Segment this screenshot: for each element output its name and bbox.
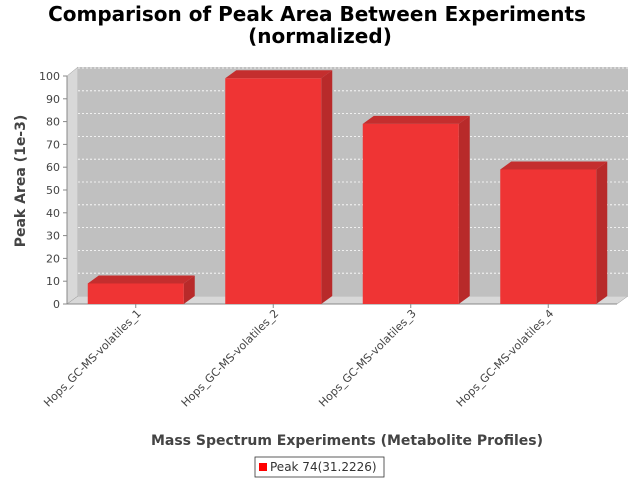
bar-side: [321, 70, 333, 304]
bar-2: [225, 70, 333, 304]
bar-top: [362, 115, 470, 124]
y-axis-ticks: 0 10 20 30 40 50 60 70 80 90 100: [39, 70, 67, 311]
bar-3: [362, 115, 470, 304]
y-tick-label: 100: [39, 70, 60, 83]
y-tick-label: 10: [46, 275, 60, 288]
bars: [87, 70, 608, 304]
x-tick-label: Hops_GC-MS-volatiles_3: [316, 307, 419, 410]
x-tick-label: Hops_GC-MS-volatiles_2: [179, 307, 282, 410]
legend-label: Peak 74(31.2226): [270, 460, 377, 474]
y-tick-label: 70: [46, 138, 60, 151]
bar-top: [87, 275, 195, 284]
bar-side: [458, 115, 470, 304]
bar-front: [500, 169, 597, 304]
legend-swatch: [259, 463, 267, 471]
x-tick-label: Hops_GC-MS-volatiles_1: [41, 307, 144, 410]
x-tick-label: Hops_GC-MS-volatiles_4: [454, 307, 557, 410]
chart-title-line-2: (normalized): [248, 24, 392, 48]
bar-top: [225, 70, 333, 79]
legend: Peak 74(31.2226): [254, 456, 385, 478]
x-axis-ticks: Hops_GC-MS-volatiles_1 Hops_GC-MS-volatil…: [41, 304, 556, 409]
y-tick-label: 60: [46, 161, 60, 174]
legend-box: [254, 456, 385, 478]
y-tick-label: 0: [53, 298, 60, 311]
bar-4: [500, 161, 608, 304]
y-axis-label: Peak Area (1e-3): [13, 115, 29, 248]
bar-1: [87, 275, 195, 304]
bar-side: [183, 275, 195, 304]
bar-top: [500, 161, 608, 170]
chart-title-line-1: Comparison of Peak Area Between Experime…: [48, 2, 586, 26]
bar-front: [87, 283, 184, 304]
plot-side-wall: [66, 66, 79, 305]
y-tick-label: 90: [46, 93, 60, 106]
x-axis-label: Mass Spectrum Experiments (Metabolite Pr…: [151, 433, 543, 449]
bar-front: [362, 123, 459, 304]
y-tick-label: 50: [46, 184, 60, 197]
bar-front: [225, 78, 322, 304]
y-tick-label: 40: [46, 207, 60, 220]
bar-side: [596, 161, 608, 304]
y-tick-label: 30: [46, 230, 60, 243]
y-tick-label: 20: [46, 252, 60, 265]
y-tick-label: 80: [46, 116, 60, 129]
